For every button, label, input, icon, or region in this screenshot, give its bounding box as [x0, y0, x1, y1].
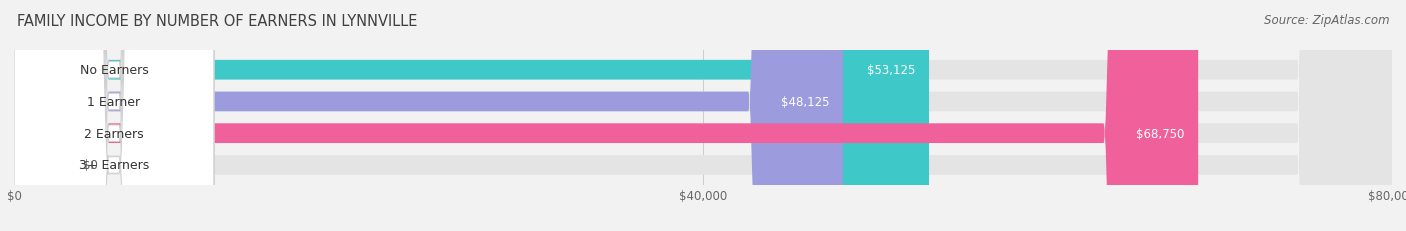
Text: 2 Earners: 2 Earners: [84, 127, 143, 140]
Text: $0: $0: [83, 159, 98, 172]
Text: $68,750: $68,750: [1136, 127, 1184, 140]
FancyBboxPatch shape: [14, 0, 844, 231]
FancyBboxPatch shape: [14, 0, 214, 231]
FancyBboxPatch shape: [14, 0, 1392, 231]
FancyBboxPatch shape: [14, 0, 1392, 231]
FancyBboxPatch shape: [14, 0, 1198, 231]
FancyBboxPatch shape: [14, 0, 214, 231]
Text: $48,125: $48,125: [780, 96, 830, 109]
Text: No Earners: No Earners: [80, 64, 148, 77]
FancyBboxPatch shape: [0, 0, 108, 231]
FancyBboxPatch shape: [14, 0, 1392, 231]
Text: 1 Earner: 1 Earner: [87, 96, 141, 109]
FancyBboxPatch shape: [14, 0, 214, 231]
FancyBboxPatch shape: [14, 0, 1392, 231]
Text: 3+ Earners: 3+ Earners: [79, 159, 149, 172]
Text: FAMILY INCOME BY NUMBER OF EARNERS IN LYNNVILLE: FAMILY INCOME BY NUMBER OF EARNERS IN LY…: [17, 14, 418, 29]
FancyBboxPatch shape: [14, 0, 214, 231]
Text: $53,125: $53,125: [868, 64, 915, 77]
Text: Source: ZipAtlas.com: Source: ZipAtlas.com: [1264, 14, 1389, 27]
FancyBboxPatch shape: [14, 0, 929, 231]
